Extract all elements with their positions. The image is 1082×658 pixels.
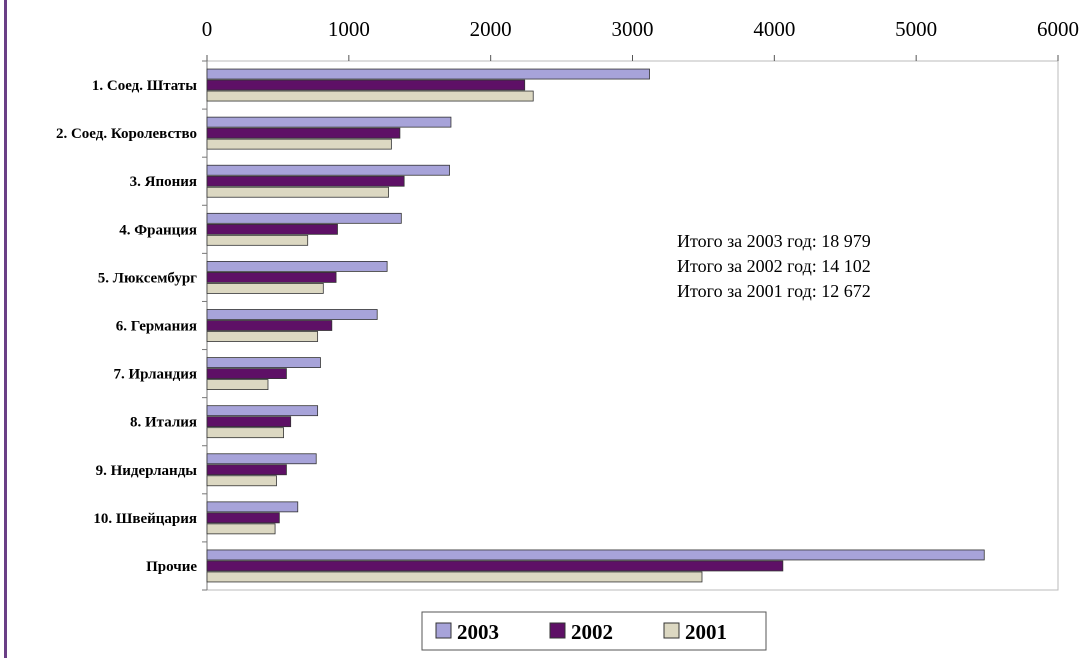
x-tick-label: 0: [202, 17, 213, 41]
total-annotation-line: Итого за 2003 год: 18 979: [677, 231, 871, 251]
total-annotation-line: Итого за 2002 год: 14 102: [677, 256, 871, 276]
bar-2002: [206, 175, 405, 187]
category-label: 2. Соед. Королевство: [56, 126, 197, 142]
bar-2002: [206, 368, 287, 379]
x-tick-label: 3000: [612, 17, 654, 41]
bar-2003: [206, 164, 450, 176]
bar-2003: [206, 501, 299, 513]
bar-2003: [206, 453, 317, 465]
category-label: 6. Германия: [116, 319, 197, 335]
x-tick-label: 5000: [895, 17, 937, 41]
bar-2002: [206, 320, 333, 331]
category-label: 7. Ирландия: [113, 367, 197, 383]
totals-annotation: Итого за 2003 год: 18 979 Итого за 2002 г…: [677, 231, 871, 301]
legend: 2003 2002 2001: [421, 611, 767, 651]
bar-2001: [206, 283, 324, 294]
legend-swatch-2002: [549, 622, 566, 639]
bar-2003: [206, 357, 321, 368]
bar-2001: [206, 523, 276, 535]
category-label: Прочие: [146, 559, 197, 575]
bar-2002: [206, 560, 784, 572]
bar-2002: [206, 223, 338, 235]
category-label: 1. Соед. Штаты: [92, 78, 197, 94]
left-border-rule: [4, 0, 7, 658]
bars: [206, 68, 985, 583]
category-label: 8. Италия: [130, 415, 197, 431]
bar-2003: [206, 261, 388, 272]
category-label: 3. Япония: [130, 174, 197, 190]
bar-2003: [206, 116, 452, 128]
legend-swatch-2001: [663, 622, 680, 639]
bar-2001: [206, 186, 389, 198]
bar-2001: [206, 234, 309, 246]
bar-2002: [206, 512, 280, 524]
bar-2002: [206, 416, 292, 428]
bar-2003: [206, 212, 402, 224]
legend-label-2002: 2002: [571, 620, 613, 644]
bar-2003: [206, 309, 378, 320]
bar-2002: [206, 127, 401, 139]
category-label: 4. Франция: [119, 222, 197, 238]
bar-2003: [206, 68, 650, 80]
bar-2002: [206, 464, 287, 476]
bar-2001: [206, 138, 392, 150]
bar-2002: [206, 272, 337, 283]
bar-2001: [206, 475, 277, 487]
category-axis: 1. Соед. Штаты 2. Соед. Королевство 3. Япо…: [56, 60, 208, 591]
legend-box: [421, 611, 767, 651]
x-tick-label: 1000: [328, 17, 370, 41]
legend-label-2001: 2001: [685, 620, 727, 644]
legend-label-2003: 2003: [457, 620, 499, 644]
x-tick-label: 2000: [470, 17, 512, 41]
bar-2001: [206, 331, 319, 342]
x-tick-label: 6000: [1037, 17, 1079, 41]
legend-swatch-2003: [435, 622, 452, 639]
category-label: 9. Нидерланды: [96, 463, 198, 479]
bar-2001: [206, 90, 534, 102]
category-label: 10. Швейцария: [93, 511, 197, 527]
bar-2001: [206, 379, 269, 390]
category-label: 5. Люксембург: [98, 270, 197, 286]
bar-2003: [206, 549, 985, 561]
bar-2001: [206, 571, 703, 583]
bar-2002: [206, 79, 526, 91]
x-axis-ticks: 0 1000 2000 3000 4000 5000 6000: [202, 17, 1079, 61]
total-annotation-line: Итого за 2001 год: 12 672: [677, 281, 871, 301]
x-tick-label: 4000: [753, 17, 795, 41]
bar-2001: [206, 427, 284, 439]
bar-2003: [206, 405, 319, 417]
